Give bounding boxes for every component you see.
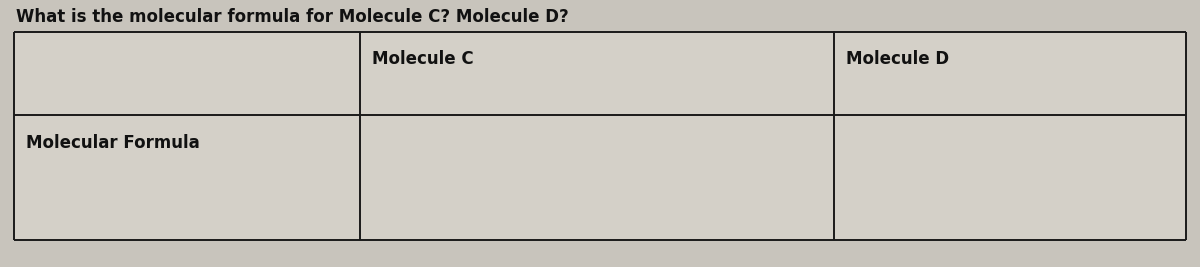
Bar	[360, 115, 834, 240]
Bar	[834, 32, 1186, 115]
Text: Molecular Formula: Molecular Formula	[26, 134, 200, 152]
Text: Molecule C: Molecule C	[372, 50, 474, 68]
Bar	[360, 32, 834, 115]
Bar	[834, 115, 1186, 240]
Bar	[14, 115, 360, 240]
Text: What is the molecular formula for Molecule C? Molecule D?: What is the molecular formula for Molecu…	[16, 8, 569, 26]
Text: Molecule D: Molecule D	[846, 50, 949, 68]
Bar	[14, 32, 360, 115]
